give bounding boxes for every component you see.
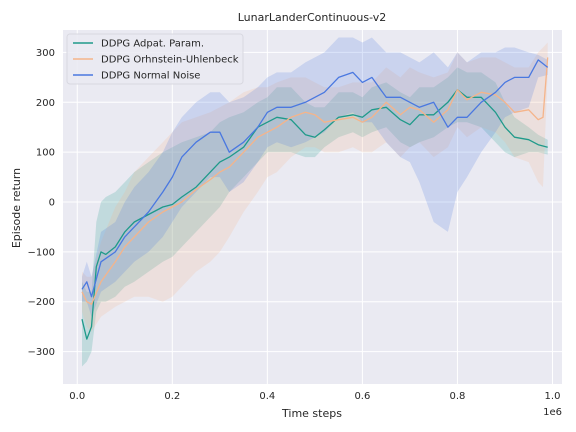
y-tick-label: 100 xyxy=(36,148,55,159)
y-tick-label: 300 xyxy=(36,48,55,59)
legend: DDPG Adpat. Param. DDPG Orhnstein-Uhlenbe… xyxy=(66,33,244,85)
x-axis-label: Time steps xyxy=(281,407,342,420)
x-tick-label: 1.0 xyxy=(545,391,561,402)
legend-label: DDPG Orhnstein-Uhlenbeck xyxy=(101,55,239,66)
y-tick-label: 0 xyxy=(49,198,55,209)
series-line-2 xyxy=(81,59,549,298)
chart-title: LunarLanderContinuous-v2 xyxy=(238,11,387,24)
x-tick-labels: 0.0 0.2 0.4 0.6 0.8 1.0 xyxy=(69,391,560,402)
series-line-1 xyxy=(81,57,549,305)
y-tick-label: −100 xyxy=(28,247,55,258)
legend-label: DDPG Adpat. Param. xyxy=(101,39,204,50)
x-axis-offset-label: 1e6 xyxy=(543,407,562,418)
x-tick-label: 0.6 xyxy=(354,391,370,402)
legend-label: DDPG Normal Noise xyxy=(101,71,200,82)
confidence-band-2 xyxy=(82,37,548,317)
series-lines xyxy=(81,57,549,340)
x-tick-label: 0.2 xyxy=(164,391,180,402)
y-tick-labels: −300 −200 −100 0 100 200 300 xyxy=(28,48,55,358)
plot-area xyxy=(63,30,562,384)
y-axis-label: Episode return xyxy=(10,168,23,248)
series-line-0 xyxy=(81,89,548,340)
confidence-band-0 xyxy=(82,67,548,367)
x-tick-label: 0.8 xyxy=(449,391,465,402)
y-tick-label: −300 xyxy=(28,347,55,358)
y-tick-label: −200 xyxy=(28,297,55,308)
x-tick-label: 0.4 xyxy=(259,391,275,402)
x-tick-label: 0.0 xyxy=(69,391,85,402)
legend-box xyxy=(66,33,244,85)
y-tick-label: 200 xyxy=(36,98,55,109)
